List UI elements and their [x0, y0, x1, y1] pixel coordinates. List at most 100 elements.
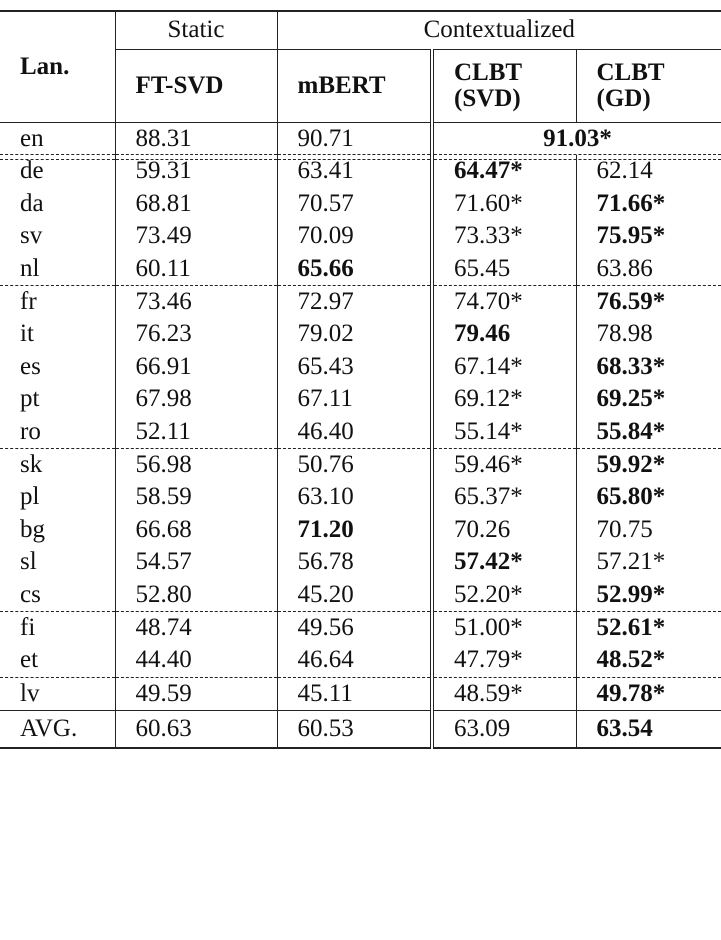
ft-svd-cell: 52.80 [114, 578, 277, 612]
table-row-fi: fi 48.74 49.56 51.00* 52.61* [0, 611, 721, 645]
mbert-cell: 49.56 [276, 611, 432, 645]
mbert-cell: 65.43 [276, 350, 432, 384]
clbt-gd-cell: 52.99* [575, 578, 721, 612]
ft-svd-cell: 59.31 [114, 155, 277, 188]
clbt-svd-cell: 74.70* [430, 285, 576, 319]
mbert-cell: 71.20 [276, 513, 432, 547]
lang-cell: et [0, 644, 115, 678]
lang-cell: lv [20, 679, 40, 707]
header-group-contextualized: Contextualized [276, 10, 721, 50]
clbt-gd-cell: 62.14 [575, 155, 721, 188]
table-row-es: es 66.91 65.43 67.14* 68.33* [0, 350, 721, 384]
mbert-cell: 56.78 [276, 546, 432, 579]
lang-cell: fi [20, 613, 36, 641]
lang-cell: fr [20, 288, 37, 316]
table-row-en: en 88.31 90.71 91.03* [0, 122, 721, 160]
ft-svd-cell: 52.11 [114, 415, 277, 449]
ft-svd-cell: 76.23 [114, 318, 277, 351]
table-row-fr: fr 73.46 72.97 74.70* 76.59* [0, 285, 721, 319]
mbert-cell: 67.11 [276, 383, 432, 416]
table-row-avg: AVG. 60.63 60.53 63.09 63.54 [0, 710, 721, 750]
clbt-svd-cell: 64.47* [430, 155, 576, 188]
lang-cell: es [20, 352, 41, 380]
table-row-et: et 44.40 46.64 47.79* 48.52* [0, 644, 721, 678]
table-row-de: de 59.31 63.41 64.47* 62.14 [0, 155, 721, 188]
lang-cell: sv [20, 222, 43, 250]
ft-svd-cell: 68.81 [114, 187, 277, 221]
lang-cell: bg [20, 515, 45, 543]
clbt-gd-cell: 71.66* [575, 187, 721, 221]
header-mbert: mBERT [276, 49, 432, 123]
table-row-bg: bg 66.68 71.20 70.26 70.75 [0, 513, 721, 547]
table-row-da: da 68.81 70.57 71.60* 71.66* [0, 187, 721, 221]
clbt-svd-cell: 67.14* [430, 350, 576, 384]
clbt-svd-cell: 70.26 [430, 513, 576, 547]
lang-cell: pl [20, 483, 40, 511]
ft-svd-cell: 48.74 [114, 611, 277, 645]
mbert-cell: 46.40 [276, 415, 432, 449]
header-clbt-gd: CLBT (GD) [575, 49, 721, 123]
clbt-gd-cell: 75.95* [575, 220, 721, 253]
lang-cell: it [20, 320, 34, 348]
ft-svd-cell: 73.49 [114, 220, 277, 253]
ft-svd-cell: 73.46 [114, 285, 277, 319]
clbt-svd-cell: 57.42* [430, 546, 576, 579]
table-row-sk: sk 56.98 50.76 59.46* 59.92* [0, 448, 721, 482]
table-row-lv: lv 49.59 45.11 48.59* 49.78* [0, 677, 721, 711]
clbt-gd-cell: 76.59* [575, 285, 721, 319]
clbt-gd-cell: 57.21* [575, 546, 721, 579]
ft-svd-cell: 67.98 [114, 383, 277, 416]
ft-svd-cell: 54.57 [114, 546, 277, 579]
clbt-svd-cell: 51.00* [430, 611, 576, 645]
ft-svd-cell: 49.59 [114, 677, 277, 711]
clbt-svd-cell: 48.59* [430, 677, 576, 711]
clbt-svd-cell: 47.79* [430, 644, 576, 678]
mbert-cell: 50.76 [276, 448, 432, 482]
clbt-svd-cell: 65.37* [430, 481, 576, 514]
header-language: Lan. [0, 10, 115, 123]
mbert-cell: 70.57 [276, 187, 432, 221]
clbt-gd-cell: 49.78* [575, 677, 721, 711]
results-table: Lan. Static Contextualized FT-SVD mBERT … [0, 10, 721, 750]
clbt-gd-cell: 63.54 [575, 710, 721, 750]
table-row-ro: ro 52.11 46.40 55.14* 55.84* [0, 415, 721, 449]
clbt-svd-cell: 55.14* [430, 415, 576, 449]
lang-cell: da [20, 189, 44, 217]
table-row-cs: cs 52.80 45.20 52.20* 52.99* [0, 578, 721, 612]
table-row-pt: pt 67.98 67.11 69.12* 69.25* [0, 383, 721, 416]
clbt-svd-cell: 79.46 [430, 318, 576, 351]
clbt-gd-cell: 59.92* [575, 448, 721, 482]
mbert-cell: 65.66 [276, 252, 432, 286]
mbert-cell: 90.71 [276, 122, 432, 160]
ft-svd-cell: 60.11 [114, 252, 277, 286]
lang-cell: AVG. [0, 710, 115, 750]
lang-cell: pt [20, 385, 40, 413]
clbt-svd-cell: 52.20* [430, 578, 576, 612]
ft-svd-cell: 58.59 [114, 481, 277, 514]
table-row-pl: pl 58.59 63.10 65.37* 65.80* [0, 481, 721, 514]
clbt-merged-cell: 91.03* [429, 122, 721, 160]
mbert-cell: 45.20 [276, 578, 432, 612]
clbt-svd-cell: 71.60* [430, 187, 576, 221]
clbt-svd-cell: 59.46* [430, 448, 576, 482]
lang-cell: de [20, 157, 44, 185]
mbert-cell: 72.97 [276, 285, 432, 319]
clbt-gd-cell: 65.80* [575, 481, 721, 514]
table-row-sl: sl 54.57 56.78 57.42* 57.21* [0, 546, 721, 579]
mbert-cell: 79.02 [276, 318, 432, 351]
ft-svd-cell: 66.91 [114, 350, 277, 384]
ft-svd-cell: 44.40 [114, 644, 277, 678]
table-row-nl: nl 60.11 65.66 65.45 63.86 [0, 252, 721, 286]
table-row-it: it 76.23 79.02 79.46 78.98 [0, 318, 721, 351]
header-clbt-svd: CLBT (SVD) [430, 49, 576, 123]
lang-cell: ro [0, 415, 115, 449]
ft-svd-cell: 88.31 [114, 122, 277, 160]
table-row-sv: sv 73.49 70.09 73.33* 75.95* [0, 220, 721, 253]
mbert-cell: 63.41 [276, 155, 432, 188]
ft-svd-cell: 56.98 [114, 448, 277, 482]
ft-svd-cell: 66.68 [114, 513, 277, 547]
lang-cell: sk [20, 450, 43, 478]
mbert-cell: 46.64 [276, 644, 432, 678]
clbt-svd-cell: 73.33* [430, 220, 576, 253]
clbt-gd-cell: 55.84* [575, 415, 721, 449]
